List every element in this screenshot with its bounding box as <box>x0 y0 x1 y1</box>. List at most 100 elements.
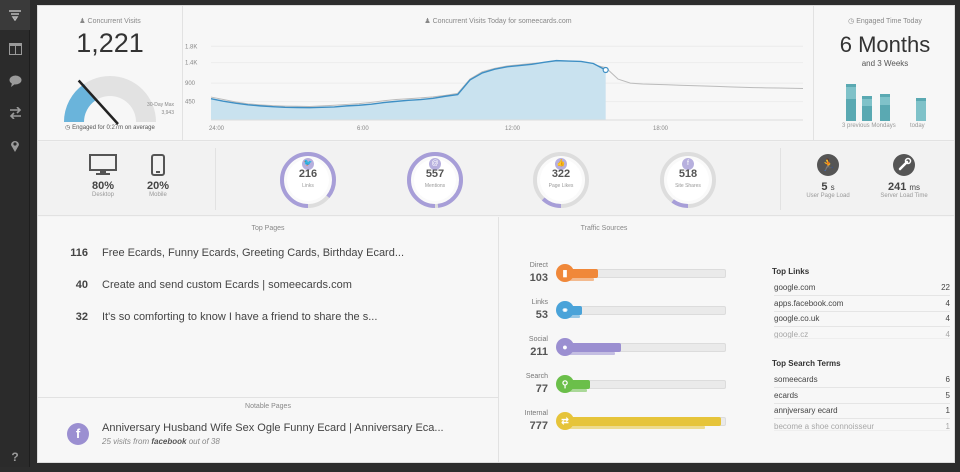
page-count: 116 <box>70 247 88 259</box>
top-page-row[interactable]: 40 Create and send custom Ecards | someec… <box>62 279 352 295</box>
traffic-source-internal[interactable]: Internal 777 ⇄ <box>508 410 738 440</box>
twitter-icon: 🐦 <box>302 158 314 170</box>
row-key: google.com <box>774 283 816 292</box>
row-key: annjversary ecard <box>774 406 838 415</box>
previous-mondays-label: 3 previous Mondays <box>842 123 896 129</box>
source-value: 77 <box>535 383 548 395</box>
gauge-max: 30-Day Max 3,943 <box>132 101 174 117</box>
bar-shade <box>862 106 872 121</box>
thumbs-up-icon: 👍 <box>555 158 567 170</box>
top-page-row[interactable]: 32 It's so comforting to know I have a fr… <box>62 311 378 327</box>
ring-inner <box>540 159 582 201</box>
ring-label: Mentions <box>424 183 446 189</box>
row-value: 4 <box>945 298 950 308</box>
top-pages-section: Top Pages 116 Free Ecards, Funny Ecards, … <box>38 217 498 462</box>
ring-progress <box>533 152 589 208</box>
y-tick-label: 900 <box>185 81 196 87</box>
top-link-row[interactable]: apps.facebook.com 4 <box>774 299 950 312</box>
concurrent-visits-value: 1,221 <box>76 28 144 58</box>
social-ring-page-likes[interactable]: 👍 322 Page Likes <box>531 150 591 210</box>
search-term-row[interactable]: annjversary ecard 1 <box>774 406 950 419</box>
notable-pages-title: Notable Pages <box>245 403 291 410</box>
facebook-icon: f <box>67 423 89 445</box>
today-series-line <box>210 59 606 109</box>
top-link-row[interactable]: google.co.uk 4 <box>774 314 950 327</box>
dashboard-nav-icon[interactable] <box>0 34 30 64</box>
ring-label: Page Likes <box>548 183 574 189</box>
page-title: Create and send custom Ecards | someecar… <box>102 279 352 291</box>
ring-inner <box>667 159 709 201</box>
person-icon: ♟ <box>424 18 433 25</box>
device-mobile: 20% Mobile <box>138 154 178 198</box>
row-key: someecards <box>774 375 818 384</box>
ring-value: 557 <box>425 168 445 180</box>
chart-title: ♟ Concurrent Visits Today for someecards… <box>424 18 572 25</box>
divider <box>38 397 498 398</box>
row-value: 22 <box>941 283 950 292</box>
ring-progress <box>407 152 463 208</box>
source-value: 777 <box>529 420 548 432</box>
source-bar-track <box>562 306 726 315</box>
realtime-nav-icon[interactable] <box>0 0 30 30</box>
location-nav-icon[interactable] <box>0 130 30 160</box>
traffic-source-social[interactable]: Social 211 ● <box>508 336 738 366</box>
source-bar-previous <box>562 278 595 281</box>
link-icon: ⚭ <box>556 301 574 319</box>
gauge-max-value: 3,943 <box>161 110 174 116</box>
chat-icon: ● <box>556 338 574 356</box>
row-key: apps.facebook.com <box>774 298 844 308</box>
row-value: 4 <box>945 329 950 339</box>
social-ring-site-shares[interactable]: f 518 Site Shares <box>658 150 718 210</box>
person-icon: ♟ <box>79 18 88 25</box>
row-key: become a shoe connoisseur <box>774 421 875 431</box>
mobile-pct: 20% <box>146 180 170 192</box>
at-icon: @ <box>429 158 441 170</box>
device-desktop: 80% Desktop <box>83 154 123 198</box>
left-sidebar: ? <box>0 0 30 467</box>
ring-value: 518 <box>678 168 698 180</box>
y-tick-label: 1.8K <box>185 44 197 50</box>
comments-nav-icon[interactable] <box>0 66 30 96</box>
y-tick-label: 1.4K <box>185 61 197 67</box>
traffic-source-links[interactable]: Links 53 ⚭ <box>508 299 738 329</box>
server-load-label: Server Load Time <box>880 193 928 199</box>
ring-label: Site Shares <box>675 183 701 189</box>
swap-icon: ⇄ <box>556 412 574 430</box>
traffic-source-direct[interactable]: Direct 103 ▮ <box>508 262 738 292</box>
concurrent-chart-widget: ♟ Concurrent Visits Today for someecards… <box>183 6 813 141</box>
social-ring-links[interactable]: 🐦 216 Links <box>278 150 338 210</box>
engaged-time-sub: and 3 Weeks <box>861 59 909 68</box>
search-term-row[interactable]: ecards 5 <box>774 391 950 404</box>
ring-value: 322 <box>551 168 571 180</box>
source-bar-fill <box>562 343 622 352</box>
page-title: Free Ecards, Funny Ecards, Greeting Card… <box>102 247 405 259</box>
x-tick-label: 24:00 <box>209 126 225 132</box>
page-load-label: User Page Load <box>806 193 850 199</box>
social-ring-mentions[interactable]: @557 Mentions <box>405 150 465 210</box>
gauge-max-label: 30-Day Max <box>147 102 174 108</box>
source-name: Internal <box>524 410 548 417</box>
ring-label: Links <box>302 183 314 189</box>
search-term-row[interactable]: become a shoe connoisseur 1 <box>774 422 950 431</box>
top-link-row[interactable]: google.com 22 <box>774 283 950 296</box>
notable-pager[interactable] <box>242 455 292 462</box>
source-bar-fill <box>562 380 590 389</box>
row-value: 4 <box>945 314 950 323</box>
x-tick-label: 18:00 <box>653 126 669 132</box>
top-page-row[interactable]: 116 Free Ecards, Funny Ecards, Greeting C… <box>62 247 404 263</box>
desktop-label: Desktop <box>91 192 114 198</box>
source-bar-previous <box>562 352 616 355</box>
dashboard-panel: ♟ Concurrent Visits 1,221 30-Day Max 3,9… <box>37 5 955 463</box>
magnifier-icon: ⚲ <box>556 375 574 393</box>
previous-monday-bar <box>862 96 872 121</box>
divider <box>498 217 499 462</box>
facebook-icon: f <box>682 158 694 170</box>
traffic-source-search[interactable]: Search 77 ⚲ <box>508 373 738 403</box>
top-link-row[interactable]: google.cz 4 <box>774 330 950 339</box>
search-term-row[interactable]: someecards 6 <box>774 375 950 388</box>
notable-page-link[interactable]: Anniversary Husband Wife Sex Ogle Funny … <box>102 422 444 434</box>
help-nav-icon[interactable]: ? <box>11 450 19 464</box>
clock-icon: ◷ <box>65 125 73 131</box>
swap-nav-icon[interactable] <box>0 98 30 128</box>
server-load-value: 241 ms <box>887 181 921 193</box>
